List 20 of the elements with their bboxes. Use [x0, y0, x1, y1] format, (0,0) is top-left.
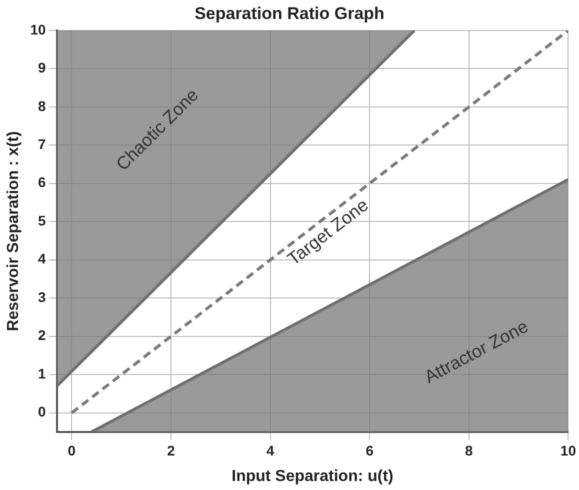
x-tick-label: 0 [68, 442, 76, 458]
y-tick-label: 0 [38, 404, 46, 420]
x-tick-label: 10 [560, 442, 576, 458]
x-tick-label: 6 [366, 442, 374, 458]
y-tick-label: 4 [38, 250, 46, 267]
x-tick-label: 2 [167, 442, 176, 458]
y-tick-label: 6 [38, 174, 46, 190]
y-tick-label: 1 [38, 365, 46, 382]
x-axis-title: Input Separation: u(t) [232, 468, 394, 485]
y-tick-label: 10 [30, 21, 46, 38]
x-tick-label: 4 [266, 442, 274, 458]
y-tick-label: 5 [38, 212, 46, 228]
x-tick-label: 8 [465, 442, 474, 458]
y-tick-label: 8 [38, 98, 46, 114]
y-tick-label: 2 [38, 327, 46, 344]
y-axis-title: Reservoir Separation : x(t) [5, 131, 22, 332]
y-tick-label: 7 [38, 136, 46, 152]
chart-title: Separation Ratio Graph [194, 4, 384, 23]
y-tick-label: 9 [38, 60, 46, 76]
y-tick-label: 3 [38, 288, 46, 305]
